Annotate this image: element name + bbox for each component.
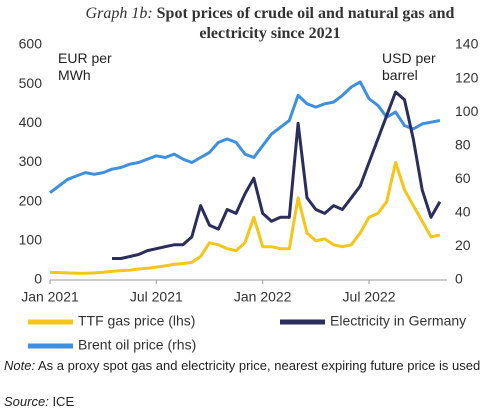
y-tick-label: 100: [19, 232, 43, 248]
legend-label: Brent oil price (rhs): [78, 337, 196, 353]
x-tick-label: Jul 2022: [343, 289, 396, 305]
y-tick-label: 400: [19, 114, 43, 130]
chart-title: Graph 1b: Spot prices of crude oil and n…: [60, 4, 480, 44]
x-tick-label: Jan 2021: [21, 289, 79, 305]
y2-tick-label: 80: [455, 136, 471, 152]
y-tick-label: 500: [19, 75, 43, 91]
x-tick-label: Jul 2021: [130, 289, 183, 305]
y-tick-label: 200: [19, 192, 43, 208]
y2-tick-label: 120: [455, 69, 479, 85]
series-line: [49, 80, 441, 194]
y2-tick-label: 20: [455, 237, 471, 253]
series-line: [49, 161, 441, 275]
title-label: Graph 1b:: [85, 5, 153, 22]
y-tick-label: 600: [19, 36, 43, 52]
note-label: Note:: [4, 358, 36, 373]
series-line: [112, 90, 442, 260]
y2-axis-label: USD per barrel: [382, 50, 436, 83]
source: Source: ICE: [4, 394, 484, 410]
note: Note: As a proxy spot gas and electricit…: [4, 358, 484, 374]
y2-tick-label: 40: [455, 204, 471, 220]
legend-label: TTF gas price (lhs): [78, 313, 195, 329]
y-tick-label: 300: [19, 153, 43, 169]
legend-label: Electricity in Germany: [330, 313, 466, 329]
y-tick-label: 0: [34, 271, 42, 287]
title-text: Spot prices of crude oil and natural gas…: [156, 5, 455, 42]
source-label: Source:: [4, 394, 49, 409]
note-text: As a proxy spot gas and electricity pric…: [37, 358, 481, 373]
y2-tick-label: 60: [455, 170, 471, 186]
y-axis-label: EUR per MWh: [58, 50, 112, 83]
source-text: ICE: [52, 394, 75, 409]
x-tick-label: Jan 2022: [234, 289, 292, 305]
y2-tick-label: 100: [455, 103, 479, 119]
y2-tick-label: 140: [455, 36, 479, 52]
y2-tick-label: 0: [455, 271, 463, 287]
